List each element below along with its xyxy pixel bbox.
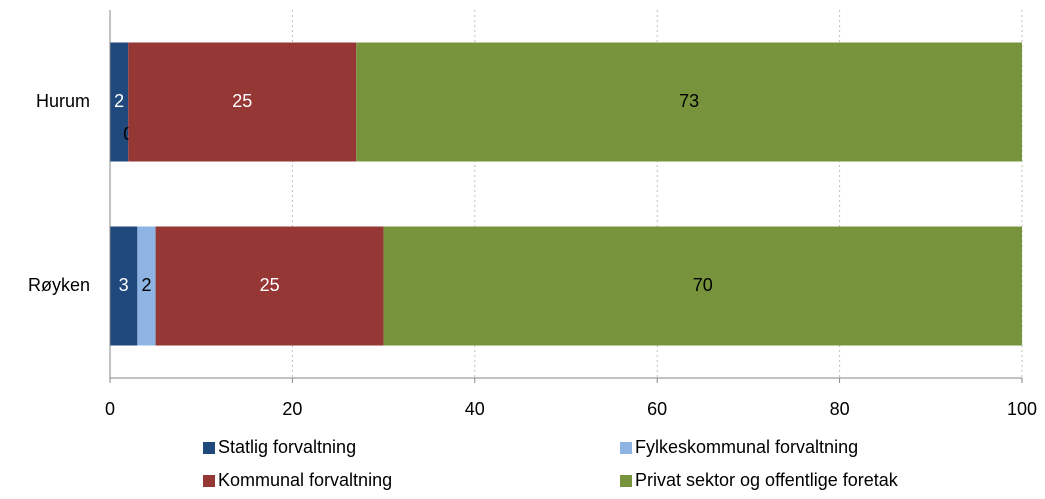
bar-segment [356, 42, 1022, 162]
legend-label: Privat sektor og offentlige foretak [635, 470, 899, 490]
data-label: 70 [693, 275, 713, 295]
legend-label: Fylkeskommunal forvaltning [635, 437, 858, 457]
bar-segment [155, 226, 384, 346]
data-label: 25 [260, 275, 280, 295]
legend-swatch [203, 442, 215, 454]
data-label: 3 [119, 275, 129, 295]
data-label: 2 [141, 275, 151, 295]
x-tick-label: 40 [465, 399, 485, 419]
x-tick-label: 20 [282, 399, 302, 419]
legend-label: Statlig forvaltning [218, 437, 356, 457]
data-label: 73 [679, 91, 699, 111]
data-label: 25 [232, 91, 252, 111]
legend-swatch [620, 475, 632, 487]
bar-segment [110, 226, 138, 346]
x-tick-label: 80 [830, 399, 850, 419]
bar-segment [128, 42, 357, 162]
legend-swatch [620, 442, 632, 454]
bar-segment [137, 226, 156, 346]
x-tick-label: 60 [647, 399, 667, 419]
y-tick-label: Hurum [36, 91, 90, 111]
x-tick-label: 0 [105, 399, 115, 419]
bar-segment [383, 226, 1023, 346]
data-label: 2 [114, 91, 124, 111]
legend-swatch [203, 475, 215, 487]
y-tick-label: Røyken [28, 275, 90, 295]
x-tick-label: 100 [1007, 399, 1037, 419]
legend-label: Kommunal forvaltning [218, 470, 392, 490]
bar-segment [110, 42, 129, 162]
